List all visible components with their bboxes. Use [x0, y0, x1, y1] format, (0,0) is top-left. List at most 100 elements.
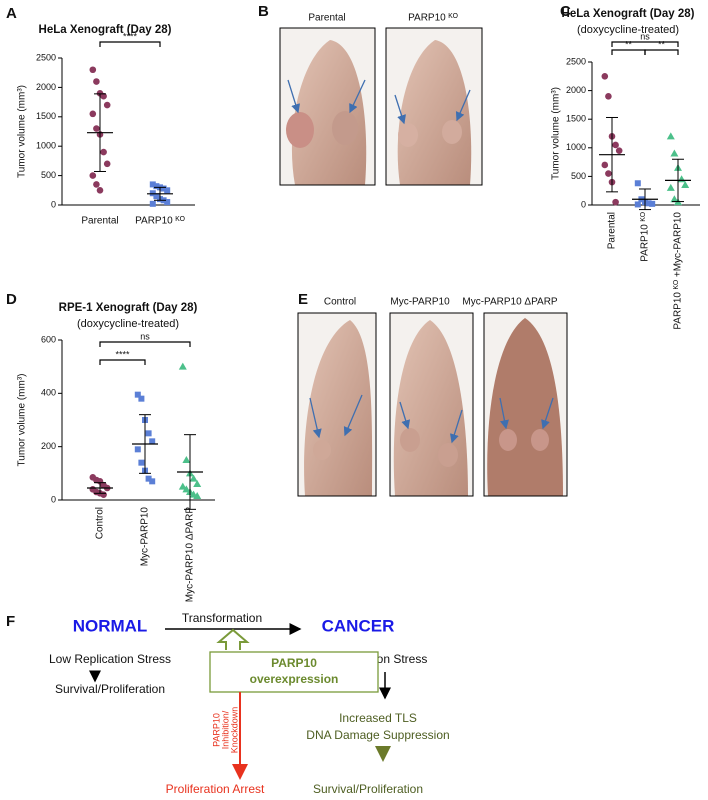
data-point [681, 180, 690, 188]
tumor [332, 111, 358, 145]
x-tick-label: Myc-PARP10 [140, 507, 151, 567]
data-point [149, 200, 156, 207]
data-point [149, 438, 156, 445]
data-point [164, 199, 171, 206]
y-tick-label: 1000 [36, 141, 56, 151]
significance-label: **** [123, 31, 138, 41]
panel-label: C [560, 3, 571, 20]
tumor [313, 440, 331, 460]
data-point [612, 198, 619, 206]
photo-frame [297, 312, 377, 497]
chart-title: RPE-1 Xenograft (Day 28) [59, 302, 198, 314]
chart-title: HeLa Xenograft (Day 28) [562, 8, 695, 20]
data-point [605, 170, 612, 177]
y-tick-label: 2000 [36, 82, 56, 92]
data-point [178, 362, 187, 370]
significance-label: ns [640, 31, 650, 41]
mouse [397, 40, 472, 185]
arrow [394, 94, 406, 125]
significance-bracket [99, 359, 146, 365]
y-tick-label: 1500 [566, 114, 586, 124]
data-point [96, 187, 104, 194]
data-point [634, 180, 641, 187]
tumor [442, 120, 462, 144]
y-tick-label: 500 [571, 171, 586, 181]
mouse [487, 318, 563, 496]
y-axis-label: Tumor volume (mm³) [17, 85, 28, 178]
normal-label: NORMAL [73, 616, 148, 635]
increased-text: Increased TLS [339, 711, 417, 725]
significance-label: ns [140, 331, 150, 341]
y-tick-label: 1000 [566, 142, 586, 152]
significance-bracket [99, 341, 191, 347]
data-point [182, 485, 191, 493]
data-point [89, 172, 97, 179]
data-point [103, 160, 111, 168]
y-tick-label: 2000 [566, 85, 586, 95]
x-tick-label: PARP10 ᴷᴼ +Myc-PARP10 [673, 212, 684, 330]
data-point [134, 446, 141, 453]
data-point [601, 73, 609, 80]
data-point [612, 141, 619, 149]
cancer-label: CANCER [322, 616, 395, 635]
arrest-text: Proliferation Arrest [166, 782, 265, 796]
low-stress: Low Replication Stress [49, 652, 171, 666]
x-tick-label: PARP10 ᴷᴼ [640, 212, 651, 262]
y-tick-label: 200 [41, 441, 56, 451]
data-point [153, 183, 160, 190]
data-point [93, 125, 100, 132]
y-tick-label: 1500 [36, 111, 56, 121]
y-tick-label: 400 [41, 388, 56, 398]
x-tick-label: Myc-PARP10 ΔPARP [185, 507, 196, 603]
chart-subtitle: (doxycycline-treated) [77, 318, 179, 330]
data-point [138, 459, 145, 466]
tumor [286, 112, 314, 148]
significance-bracket [611, 49, 646, 55]
data-point [634, 201, 641, 208]
x-tick-label: PARP10 ᴷᴼ [135, 216, 185, 227]
photo-frame [389, 312, 474, 497]
tumor [398, 123, 418, 147]
tumor [438, 443, 458, 467]
data-point [138, 395, 145, 402]
data-point [149, 478, 156, 485]
chart-title: HeLa Xenograft (Day 28) [39, 24, 172, 36]
data-point [100, 92, 107, 100]
photo-frame [385, 27, 483, 186]
photo-label: Myc-PARP10 [390, 297, 450, 308]
significance-bracket [644, 49, 679, 55]
y-tick-label: 0 [581, 199, 586, 209]
tumor [400, 428, 420, 452]
photo-panel-b: Parental PARP10 ᴷᴼ [279, 13, 483, 186]
panel-label: A [6, 5, 17, 22]
inhibition-text: PARP10 [211, 713, 221, 747]
increased-text: DNA Damage Suppression [306, 728, 449, 742]
parp10-box [209, 651, 379, 693]
arrow [499, 397, 509, 430]
data-point [100, 491, 107, 498]
panel-label: D [6, 291, 17, 308]
data-point [93, 181, 100, 188]
y-axis-label: Tumor volume (mm³) [17, 374, 28, 467]
data-point [605, 93, 612, 100]
data-point [677, 175, 686, 183]
y-tick-label: 500 [41, 170, 56, 180]
photo-frame [483, 312, 568, 497]
y-tick-label: 0 [51, 494, 56, 504]
data-point [100, 148, 107, 156]
panel-label: E [298, 291, 308, 308]
photo-panel-e: Control Myc-PARP10 Myc-PARP10 ΔPARP [297, 297, 568, 497]
data-point [93, 78, 100, 85]
data-point [189, 474, 198, 482]
inhibition-text: Knockdown [229, 707, 239, 754]
tumor [499, 429, 517, 451]
significance-label: **** [115, 349, 130, 359]
tumor [531, 429, 549, 451]
arrow [287, 79, 301, 114]
significance-label: ** [625, 39, 633, 49]
data-point [145, 475, 152, 482]
data-point [103, 101, 111, 109]
data-point [89, 66, 97, 74]
significance-bracket [611, 41, 679, 47]
y-axis-label: Tumor volume (mm³) [551, 87, 562, 180]
